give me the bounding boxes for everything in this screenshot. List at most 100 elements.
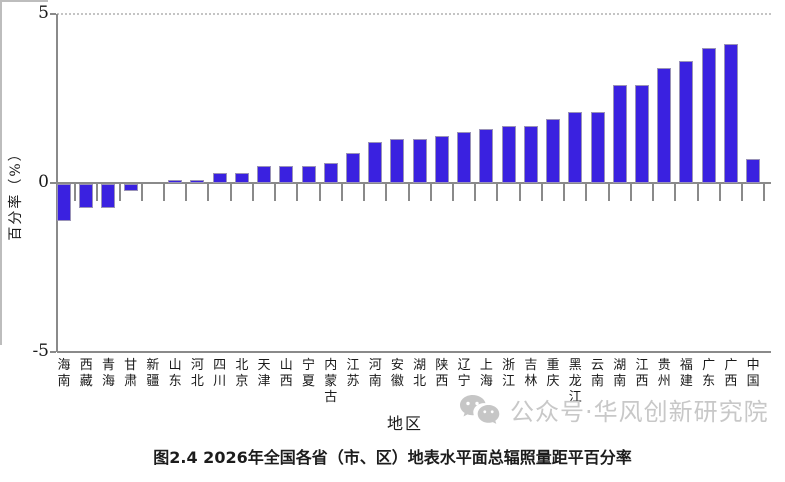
bar-重庆	[546, 118, 561, 183]
category-tick	[629, 184, 632, 201]
y-axis-tick	[50, 13, 56, 15]
x-label-中国: 中国	[746, 358, 760, 389]
x-label-四川: 四川	[213, 358, 227, 389]
category-tick	[185, 184, 188, 201]
category-tick	[296, 184, 299, 201]
x-label-贵州: 贵州	[657, 358, 671, 389]
x-label-河南: 河南	[368, 358, 382, 389]
x-label-陕西: 陕西	[435, 358, 449, 389]
category-tick	[251, 184, 254, 201]
bar-北京	[234, 172, 249, 183]
x-label-浙江: 浙江	[502, 358, 516, 389]
category-tick	[741, 184, 743, 201]
bar-山东	[168, 179, 183, 183]
category-tick	[474, 184, 477, 201]
wechat-icon	[460, 394, 500, 424]
figure-caption: 图2.4 2026年全国各省（市、区）地表水平面总辐照量距平百分率	[153, 448, 632, 467]
bar-青海	[101, 184, 116, 208]
x-label-黑龙江: 黑龙江	[568, 358, 582, 405]
category-tick	[274, 184, 277, 201]
bar-安徽	[390, 139, 405, 183]
x-label-云南: 云南	[591, 358, 605, 389]
x-label-辽宁: 辽宁	[457, 358, 471, 389]
category-tick	[385, 184, 388, 201]
y-axis-title: 百分率（%）	[8, 145, 24, 241]
category-tick	[163, 184, 166, 201]
x-label-江西: 江西	[635, 358, 649, 389]
category-tick	[607, 184, 610, 201]
y-axis-tick	[50, 351, 56, 353]
category-tick	[74, 184, 77, 201]
category-tick	[674, 184, 677, 201]
category-tick	[96, 184, 99, 201]
y-axis-tick	[50, 182, 56, 184]
x-label-重庆: 重庆	[546, 358, 560, 389]
bar-天津	[257, 166, 272, 183]
bar-甘肃	[123, 184, 138, 191]
x-label-河北: 河北	[190, 358, 204, 389]
x-label-青海: 青海	[101, 358, 115, 389]
x-axis-title: 地区	[387, 414, 424, 433]
bar-宁夏	[301, 166, 316, 183]
watermark: 公众号·华风创新研究院	[458, 392, 769, 427]
x-label-湖北: 湖北	[413, 358, 427, 389]
bar-黑龙江	[568, 112, 583, 183]
category-tick	[718, 184, 721, 201]
bar-云南	[590, 112, 605, 183]
x-label-山东: 山东	[168, 358, 182, 389]
x-label-内蒙古: 内蒙古	[324, 358, 338, 405]
bar-辽宁	[457, 132, 472, 183]
bar-江苏	[345, 152, 360, 183]
bar-河北	[190, 179, 205, 183]
x-label-福建: 福建	[679, 358, 693, 389]
x-label-上海: 上海	[479, 358, 493, 389]
category-tick	[652, 184, 655, 201]
y-axis-line	[56, 14, 58, 352]
x-label-天津: 天津	[257, 358, 271, 389]
category-tick	[429, 184, 432, 201]
category-tick	[496, 184, 499, 201]
category-tick	[118, 184, 121, 201]
category-tick	[518, 184, 521, 201]
bar-河南	[368, 142, 383, 183]
zero-line	[57, 182, 771, 184]
x-label-广东: 广东	[702, 358, 716, 389]
category-tick	[563, 184, 566, 201]
x-label-北京: 北京	[235, 358, 249, 389]
bar-山西	[279, 166, 294, 183]
category-tick	[229, 184, 232, 201]
category-tick	[407, 184, 410, 201]
bar-福建	[679, 61, 694, 183]
category-tick	[585, 184, 588, 201]
watermark-text: 公众号·华风创新研究院	[510, 398, 769, 426]
x-label-广西: 广西	[724, 358, 738, 389]
bar-内蒙古	[323, 162, 338, 183]
y-tick-label: -5	[32, 341, 49, 361]
y-tick-label: 0	[38, 172, 49, 192]
bar-海南	[57, 184, 71, 222]
x-label-海南: 海南	[57, 358, 71, 389]
bar-广东	[701, 47, 716, 183]
bar-四川	[212, 172, 227, 183]
bar-吉林	[523, 125, 538, 183]
page-edge-artifact-top	[0, 0, 48, 2]
bar-浙江	[501, 125, 516, 183]
x-label-宁夏: 宁夏	[302, 358, 316, 389]
bar-江西	[634, 84, 649, 183]
x-label-吉林: 吉林	[524, 358, 538, 389]
category-tick	[696, 184, 699, 201]
category-tick	[140, 184, 143, 201]
bar-西藏	[79, 184, 94, 208]
gridline-top	[57, 13, 771, 15]
x-label-山西: 山西	[279, 358, 293, 389]
page-edge-artifact-left	[0, 0, 2, 345]
category-tick	[363, 184, 366, 201]
x-label-江苏: 江苏	[346, 358, 360, 389]
bar-中国	[746, 159, 761, 183]
category-tick	[207, 184, 210, 201]
x-label-安徽: 安徽	[390, 358, 404, 389]
bar-贵州	[657, 68, 672, 183]
category-tick	[540, 184, 543, 201]
